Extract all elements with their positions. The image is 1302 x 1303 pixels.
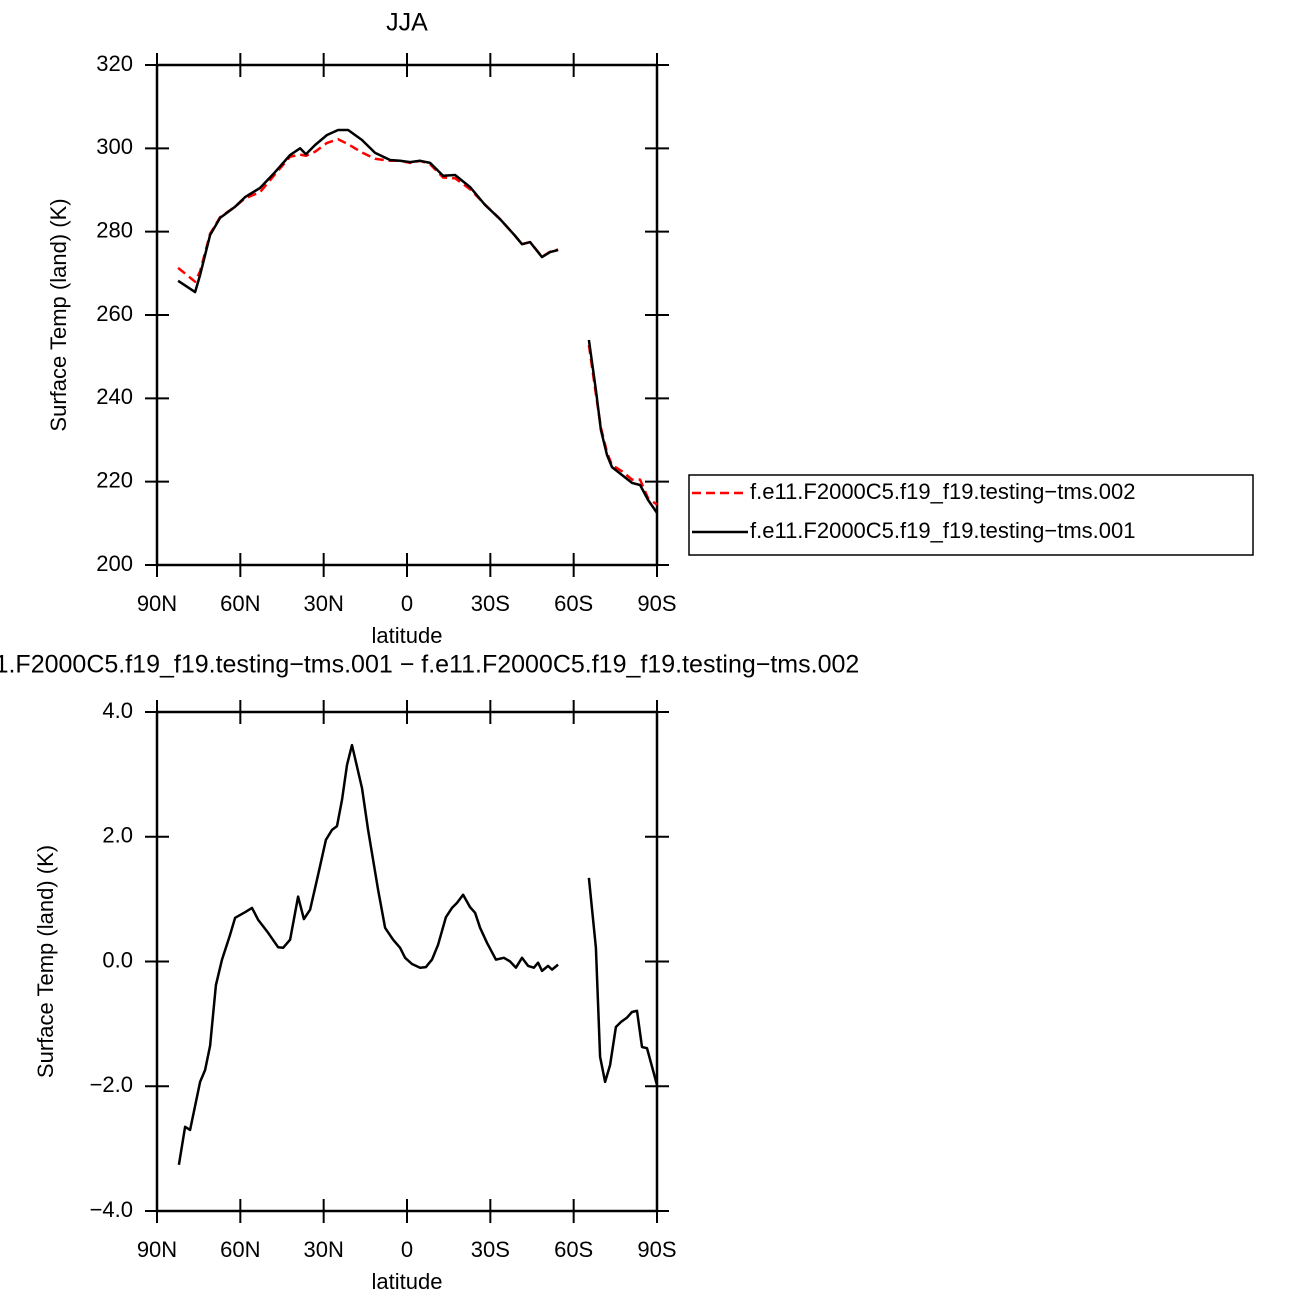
data-line bbox=[177, 128, 659, 514]
x-axis-title: latitude bbox=[372, 623, 443, 648]
chart: JJA Surface Temp (land) (K) latitude 200 220… bbox=[46, 9, 1254, 648]
y-tick-label: 240 bbox=[96, 384, 133, 409]
y-axis-title: Surface Temp (land) (K) bbox=[46, 198, 71, 431]
y-tick-label: 220 bbox=[96, 467, 133, 492]
y-tick-label: 4.0 bbox=[102, 698, 133, 723]
x-tick-label: 60S bbox=[554, 591, 593, 616]
legend-label: f.e11.F2000C5.f19_f19.testing−tms.001 bbox=[750, 518, 1135, 543]
x-tick-label: 90S bbox=[637, 1237, 676, 1262]
y-tick-label: 2.0 bbox=[102, 823, 133, 848]
x-axis-title: latitude bbox=[372, 1269, 443, 1294]
x-tick-label: 30N bbox=[303, 591, 343, 616]
chart-title: f.e11.F2000C5.f19_f19.testing−tms.001 − … bbox=[0, 651, 859, 679]
plot-frame bbox=[155, 63, 659, 567]
x-tick-label: 90N bbox=[137, 1237, 177, 1262]
x-tick-label: 0 bbox=[401, 1237, 413, 1262]
x-tick-label: 90N bbox=[137, 591, 177, 616]
x-tick-label: 30S bbox=[471, 1237, 510, 1262]
x-tick-label: 30S bbox=[471, 591, 510, 616]
y-tick-label: −2.0 bbox=[90, 1072, 133, 1097]
y-axis-title: Surface Temp (land) (K) bbox=[33, 845, 58, 1078]
y-tick-label: 320 bbox=[96, 51, 133, 76]
x-tick-label: 30N bbox=[303, 1237, 343, 1262]
x-tick-label: 0 bbox=[401, 591, 413, 616]
y-tick-label: −4.0 bbox=[90, 1197, 133, 1222]
chart-title: JJA bbox=[386, 9, 428, 37]
legend-label: f.e11.F2000C5.f19_f19.testing−tms.002 bbox=[750, 479, 1135, 504]
y-tick-label: 280 bbox=[96, 217, 133, 242]
y-tick-label: 200 bbox=[96, 551, 133, 576]
data-line bbox=[177, 743, 659, 1166]
chart: f.e11.F2000C5.f19_f19.testing−tms.001 − … bbox=[0, 651, 859, 1294]
legend-box bbox=[688, 474, 1254, 556]
x-tick-label: 60N bbox=[220, 591, 260, 616]
x-tick-label: 60S bbox=[554, 1237, 593, 1262]
y-tick-label: 0.0 bbox=[102, 947, 133, 972]
plot-frame bbox=[155, 710, 659, 1213]
x-tick-label: 90S bbox=[637, 591, 676, 616]
y-tick-label: 300 bbox=[96, 134, 133, 159]
y-tick-label: 260 bbox=[96, 301, 133, 326]
x-tick-label: 60N bbox=[220, 1237, 260, 1262]
